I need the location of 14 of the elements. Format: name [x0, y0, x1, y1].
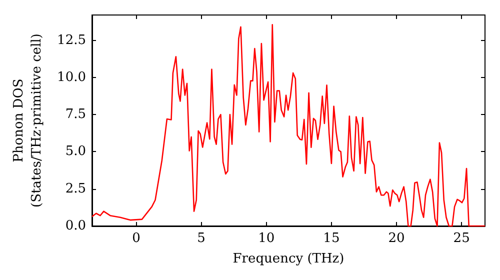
x-axis-title: Frequency (THz) [232, 252, 344, 266]
x-tick-label: 20 [388, 231, 405, 246]
x-tick-label: 15 [323, 231, 340, 246]
y-tick-label: 10.0 [57, 70, 86, 85]
y-tick-label: 12.5 [57, 32, 86, 48]
y-tick-label: 7.5 [65, 107, 86, 122]
x-tick-label: 0 [132, 231, 140, 246]
y-tick-label: 2.5 [65, 181, 86, 196]
y-tick-label: 0.0 [65, 218, 86, 234]
x-tick-label: 5 [197, 231, 206, 246]
y-axis-title: Phonon DOS (States/THz·primitive cell) [12, 33, 45, 208]
x-tick-label: 25 [453, 231, 470, 246]
y-tick-label: 5.0 [65, 144, 86, 160]
x-tick-label: 10 [258, 231, 275, 246]
